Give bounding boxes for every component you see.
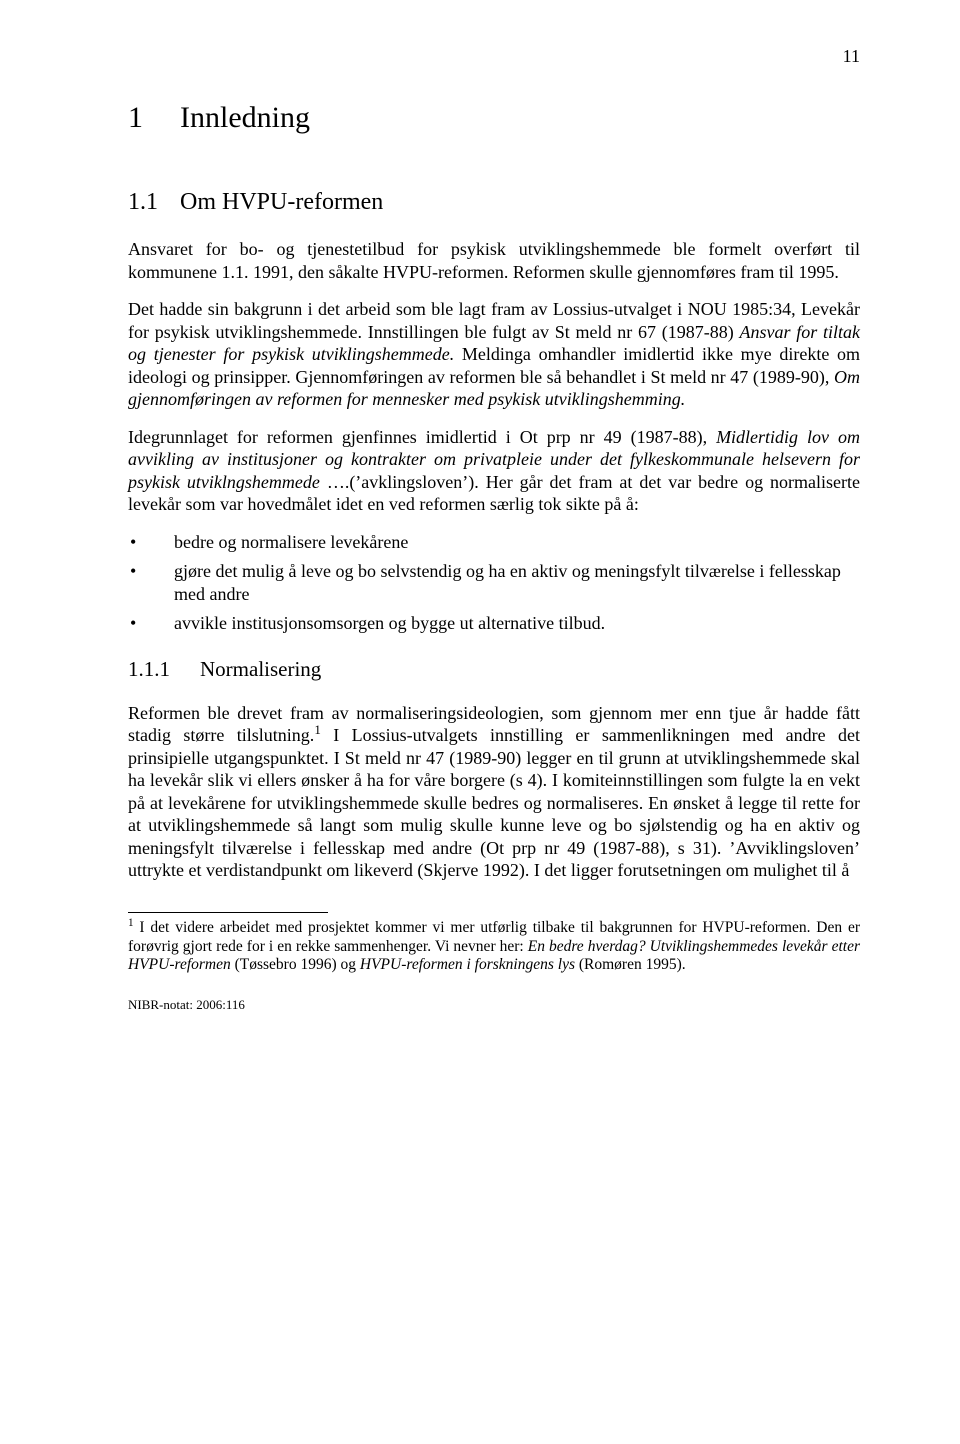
- section-number: 1.1: [128, 189, 180, 216]
- list-item: bedre og normalisere levekårene: [128, 531, 860, 554]
- footnote-1: 1 I det videre arbeidet med prosjektet k…: [128, 919, 860, 976]
- paragraph-2: Det hadde sin bakgrunn i det arbeid som …: [128, 298, 860, 411]
- subsection-heading: 1.1.1Normalisering: [128, 657, 860, 682]
- chapter-title: Innledning: [180, 101, 310, 134]
- paragraph-1: Ansvaret for bo- og tjenestetilbud for p…: [128, 238, 860, 283]
- paragraph-4: Reformen ble drevet fram av normaliserin…: [128, 702, 860, 882]
- subsection-title: Normalisering: [200, 657, 321, 681]
- section-title: Om HVPU-reformen: [180, 189, 383, 215]
- section-heading: 1.1Om HVPU-reformen: [128, 189, 860, 216]
- subsection-number: 1.1.1: [128, 657, 200, 682]
- page-number: 11: [128, 46, 860, 67]
- list-item: avvikle institusjonsomsorgen og bygge ut…: [128, 612, 860, 635]
- list-item: gjøre det mulig å leve og bo selvstendig…: [128, 560, 860, 606]
- footer-reference: NIBR-notat: 2006:116: [128, 997, 860, 1013]
- chapter-number: 1: [128, 101, 180, 135]
- paragraph-3: Idegrunnlaget for reformen gjenfinnes im…: [128, 426, 860, 516]
- bullet-list: bedre og normalisere levekårene gjøre de…: [128, 531, 860, 635]
- chapter-heading: 1Innledning: [128, 101, 860, 135]
- footnote-separator: [128, 912, 328, 913]
